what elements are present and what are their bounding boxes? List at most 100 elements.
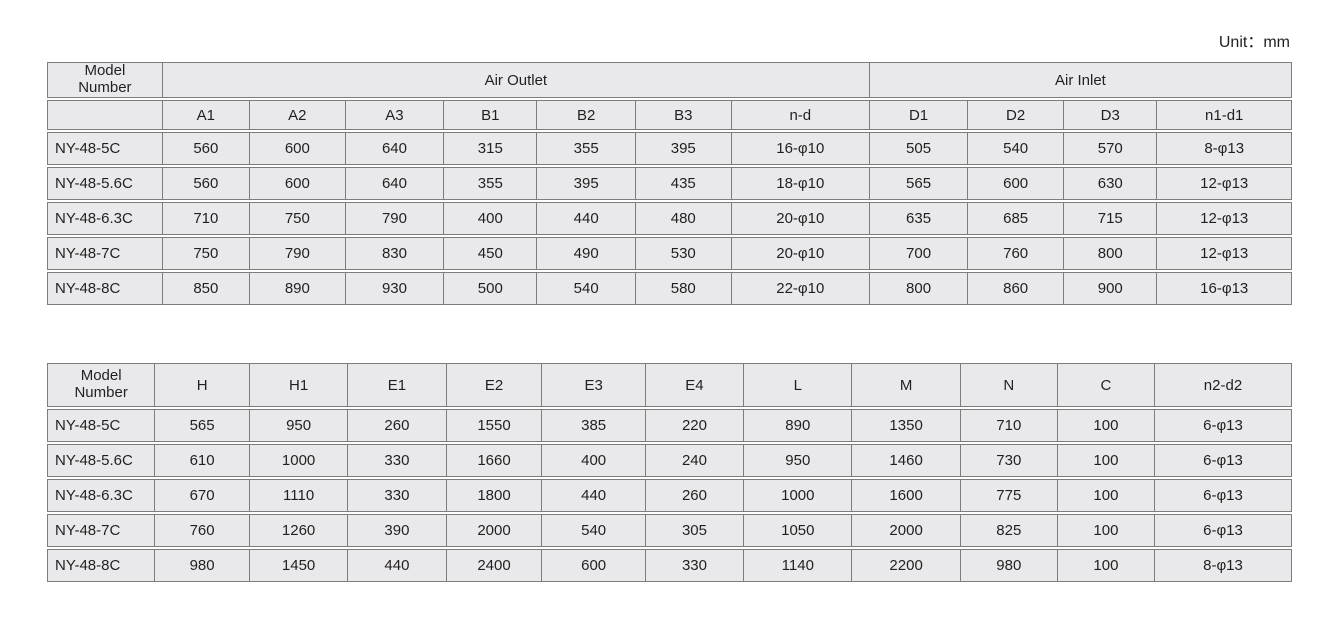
value-cell: 100 — [1057, 549, 1155, 582]
column-header: n-d — [731, 100, 870, 130]
column-header: A2 — [249, 100, 346, 130]
value-cell: 2400 — [446, 549, 543, 582]
value-cell: 355 — [537, 132, 636, 165]
column-header: B3 — [635, 100, 732, 130]
value-cell: 685 — [968, 202, 1065, 235]
table-body: NY-48-5C 565 950 260 1550 385 220 890 1350 710 100… — [47, 409, 1292, 582]
value-cell: 1110 — [249, 479, 349, 512]
value-cell: 480 — [635, 202, 732, 235]
column-header: n2-d2 — [1154, 363, 1292, 407]
value-cell: 2000 — [852, 514, 961, 547]
value-cell: 2000 — [446, 514, 543, 547]
value-cell: 750 — [162, 237, 250, 270]
value-cell: 16-φ13 — [1157, 272, 1292, 305]
value-cell: 8-φ13 — [1154, 549, 1292, 582]
value-cell: 395 — [635, 132, 732, 165]
value-cell: 980 — [960, 549, 1058, 582]
column-header: D1 — [869, 100, 969, 130]
value-cell: 6-φ13 — [1154, 479, 1292, 512]
value-cell: 315 — [444, 132, 538, 165]
value-cell: 440 — [537, 202, 636, 235]
value-cell: 950 — [744, 444, 853, 477]
value-cell: 12-φ13 — [1157, 237, 1292, 270]
spec-sheet-page: Unit：mm Model Number Air Outlet Air Inle… — [47, 34, 1292, 584]
value-cell: 530 — [635, 237, 732, 270]
value-cell: 385 — [542, 409, 646, 442]
value-cell: 450 — [444, 237, 538, 270]
value-cell: 560 — [162, 132, 250, 165]
value-cell: 750 — [249, 202, 346, 235]
value-cell: 790 — [345, 202, 445, 235]
column-header: B1 — [444, 100, 538, 130]
value-cell: 600 — [249, 132, 346, 165]
value-cell: 710 — [960, 409, 1058, 442]
column-header: A3 — [345, 100, 445, 130]
table-row: NY-48-6.3C 670 1110 330 1800 440 260 1000 1600 77… — [47, 479, 1292, 512]
value-cell: 760 — [155, 514, 250, 547]
column-header: A1 — [162, 100, 250, 130]
value-cell: 1000 — [249, 444, 349, 477]
model-number-cell: NY-48-8C — [47, 272, 163, 305]
value-cell: 1660 — [446, 444, 543, 477]
value-cell: 505 — [869, 132, 969, 165]
value-cell: 260 — [348, 409, 447, 442]
air-inlet-group-header: Air Inlet — [869, 62, 1292, 98]
group-header-row: Model Number Air Outlet Air Inlet — [47, 62, 1292, 98]
value-cell: 330 — [348, 444, 447, 477]
value-cell: 565 — [869, 167, 969, 200]
value-cell: 20-φ10 — [731, 202, 870, 235]
column-header: D2 — [968, 100, 1065, 130]
column-header: D3 — [1064, 100, 1158, 130]
value-cell: 1550 — [446, 409, 543, 442]
value-cell: 670 — [155, 479, 250, 512]
value-cell: 240 — [645, 444, 745, 477]
model-number-header: Model Number — [47, 62, 163, 98]
value-cell: 305 — [645, 514, 745, 547]
value-cell: 775 — [960, 479, 1058, 512]
table-row: NY-48-5.6C 610 1000 330 1660 400 240 950 1460 730… — [47, 444, 1292, 477]
column-header: M — [852, 363, 961, 407]
value-cell: 700 — [869, 237, 969, 270]
value-cell: 100 — [1057, 479, 1155, 512]
table-body: NY-48-5C 560 600 640 315 355 395 16-φ10 505 540 57… — [47, 132, 1292, 305]
model-number-cell: NY-48-6.3C — [47, 479, 156, 512]
value-cell: 710 — [162, 202, 250, 235]
column-header: C — [1057, 363, 1155, 407]
value-cell: 715 — [1064, 202, 1158, 235]
model-number-cell: NY-48-8C — [47, 549, 156, 582]
value-cell: 850 — [162, 272, 250, 305]
value-cell: 560 — [162, 167, 250, 200]
value-cell: 565 — [155, 409, 250, 442]
table-row: NY-48-8C 850 890 930 500 540 580 22-φ10 800 860 90… — [47, 272, 1292, 305]
value-cell: 400 — [542, 444, 646, 477]
value-cell: 640 — [345, 132, 445, 165]
column-header: E4 — [645, 363, 745, 407]
value-cell: 600 — [542, 549, 646, 582]
value-cell: 440 — [542, 479, 646, 512]
table-row: NY-48-7C 750 790 830 450 490 530 20-φ10 700 760 80… — [47, 237, 1292, 270]
value-cell: 1800 — [446, 479, 543, 512]
value-cell: 830 — [345, 237, 445, 270]
value-cell: 435 — [635, 167, 732, 200]
column-header: E1 — [348, 363, 447, 407]
value-cell: 540 — [537, 272, 636, 305]
value-cell: 1600 — [852, 479, 961, 512]
value-cell: 930 — [345, 272, 445, 305]
value-cell: 890 — [744, 409, 853, 442]
column-header-row: A1 A2 A3 B1 B2 B3 n-d D1 D2 D3 n1-d1 — [47, 100, 1292, 130]
value-cell: 825 — [960, 514, 1058, 547]
value-cell: 220 — [645, 409, 745, 442]
corner-empty-cell — [47, 100, 163, 130]
table-row: NY-48-5C 560 600 640 315 355 395 16-φ10 505 540 57… — [47, 132, 1292, 165]
model-number-cell: NY-48-5.6C — [47, 444, 156, 477]
value-cell: 800 — [1064, 237, 1158, 270]
value-cell: 100 — [1057, 444, 1155, 477]
column-header: n1-d1 — [1157, 100, 1292, 130]
value-cell: 1450 — [249, 549, 349, 582]
air-outlet-inlet-table: Model Number Air Outlet Air Inlet A1 A2 A3… — [47, 60, 1292, 307]
value-cell: 1460 — [852, 444, 961, 477]
value-cell: 1140 — [744, 549, 853, 582]
value-cell: 6-φ13 — [1154, 409, 1292, 442]
